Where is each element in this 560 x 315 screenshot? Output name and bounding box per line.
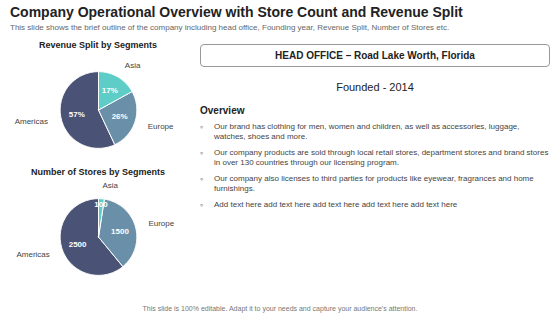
svg-text:57%: 57% — [69, 110, 85, 119]
html-text:Add text here add text here ad: Add text here add text here add text her… — [214, 200, 458, 209]
html-text:Company Operational Overview w: Company Operational Overview with Store … — [10, 4, 463, 20]
html-text:This slide shows the brief out: This slide shows the brief outline of th… — [10, 23, 450, 32]
svg-text:17%: 17% — [102, 86, 118, 95]
svg-text:Americas: Americas — [16, 250, 49, 259]
html-text:Revenue Split by Segments: Revenue Split by Segments — [39, 40, 157, 50]
svg-text:2500: 2500 — [69, 240, 87, 249]
svg-text:Asia: Asia — [102, 181, 118, 190]
svg-text:Europe: Europe — [148, 219, 174, 228]
html-text:Overview: Overview — [200, 105, 245, 116]
html-text:This slide is 100% editable. A: This slide is 100% editable. Adapt it to… — [142, 305, 418, 312]
svg-text:Europe: Europe — [148, 122, 174, 131]
svg-text:1500: 1500 — [111, 227, 129, 236]
html-text:HEAD OFFICE – Road Lake Worth,: HEAD OFFICE – Road Lake Worth, Florida — [275, 50, 475, 61]
html-text:Our brand has clothing for men: Our brand has clothing for men, women an… — [214, 122, 520, 141]
html-text:Our company products are sold: Our company products are sold through lo… — [214, 148, 549, 167]
svg-text:100: 100 — [94, 200, 108, 209]
html-text:Our company also licenses to t: Our company also licenses to third parti… — [214, 174, 534, 193]
svg-text:Americas: Americas — [15, 117, 48, 126]
html-text:Founded - 2014: Founded - 2014 — [336, 81, 414, 93]
svg-text:26%: 26% — [112, 112, 128, 121]
html-text:Number of Stores by Segments: Number of Stores by Segments — [31, 167, 165, 177]
svg-text:Asia: Asia — [125, 61, 141, 70]
